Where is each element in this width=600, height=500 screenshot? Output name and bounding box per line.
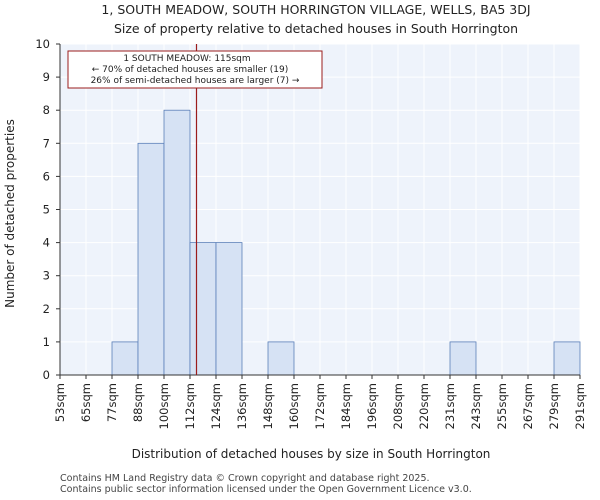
y-tick-label: 0	[43, 368, 50, 382]
annotation-line1: 1 SOUTH MEADOW: 115sqm	[123, 54, 250, 64]
bar	[111, 341, 139, 376]
x-tick-label: 77sqm	[105, 383, 119, 422]
y-tick-label: 1	[43, 335, 50, 349]
bar	[189, 242, 217, 376]
y-axis-label: Number of detached properties	[3, 119, 17, 308]
annotation-line3: 26% of semi-detached houses are larger (…	[91, 76, 300, 86]
bar	[449, 341, 477, 376]
x-tick-label: 148sqm	[261, 383, 275, 429]
x-tick-label: 267sqm	[521, 383, 535, 429]
x-tick-label: 184sqm	[339, 383, 353, 429]
x-tick-label: 196sqm	[365, 383, 379, 429]
x-tick-label: 208sqm	[391, 383, 405, 429]
x-tick-label: 279sqm	[547, 383, 561, 429]
marker-annotation: 1 SOUTH MEADOW: 115sqm ← 70% of detached…	[67, 50, 323, 89]
x-tick-label: 231sqm	[443, 383, 457, 429]
footer-line2: Contains public sector information licen…	[60, 484, 472, 495]
chart-title-line2: Size of property relative to detached ho…	[114, 21, 518, 36]
x-tick-label: 160sqm	[287, 383, 301, 429]
bar	[163, 109, 191, 376]
bar	[553, 341, 581, 376]
y-tick-label: 2	[43, 302, 50, 316]
x-tick-label: 291sqm	[573, 383, 587, 429]
x-tick-label: 100sqm	[157, 383, 171, 429]
y-tick-label: 6	[43, 169, 50, 183]
x-tick-label: 243sqm	[469, 383, 483, 429]
bar	[215, 242, 243, 376]
x-tick-label: 88sqm	[131, 383, 145, 422]
y-tick-labels: 0 1 2 3 4 5 6 7 8 9 10	[35, 37, 60, 382]
y-tick-label: 8	[43, 103, 50, 117]
x-tick-label: 172sqm	[313, 383, 327, 429]
x-tick-label: 65sqm	[79, 383, 93, 422]
x-tick-label: 136sqm	[235, 383, 249, 429]
x-tick-labels: 53sqm 65sqm 77sqm 88sqm 100sqm 112sqm 124sqm 13…	[53, 375, 587, 429]
y-tick-label: 3	[43, 269, 50, 283]
y-tick-label: 10	[35, 37, 50, 51]
bar	[267, 341, 295, 376]
x-tick-label: 255sqm	[495, 383, 509, 429]
x-axis-label: Distribution of detached houses by size …	[132, 447, 491, 461]
y-tick-label: 7	[43, 136, 50, 150]
y-tick-label: 4	[43, 236, 50, 250]
x-tick-label: 53sqm	[53, 383, 67, 422]
x-tick-label: 220sqm	[417, 383, 431, 429]
annotation-box	[67, 50, 323, 89]
footer-line1: Contains HM Land Registry data © Crown c…	[60, 473, 430, 484]
chart-title-line1: 1, SOUTH MEADOW, SOUTH HORRINGTON VILLAG…	[101, 2, 530, 17]
bar	[137, 142, 165, 376]
x-tick-label: 124sqm	[209, 383, 223, 429]
x-tick-label: 112sqm	[183, 383, 197, 429]
y-tick-label: 5	[43, 203, 50, 217]
annotation-line2: ← 70% of detached houses are smaller (19…	[92, 65, 289, 75]
footer-attribution: Contains HM Land Registry data © Crown c…	[60, 473, 472, 495]
y-tick-label: 9	[43, 70, 50, 84]
bars	[111, 109, 581, 376]
